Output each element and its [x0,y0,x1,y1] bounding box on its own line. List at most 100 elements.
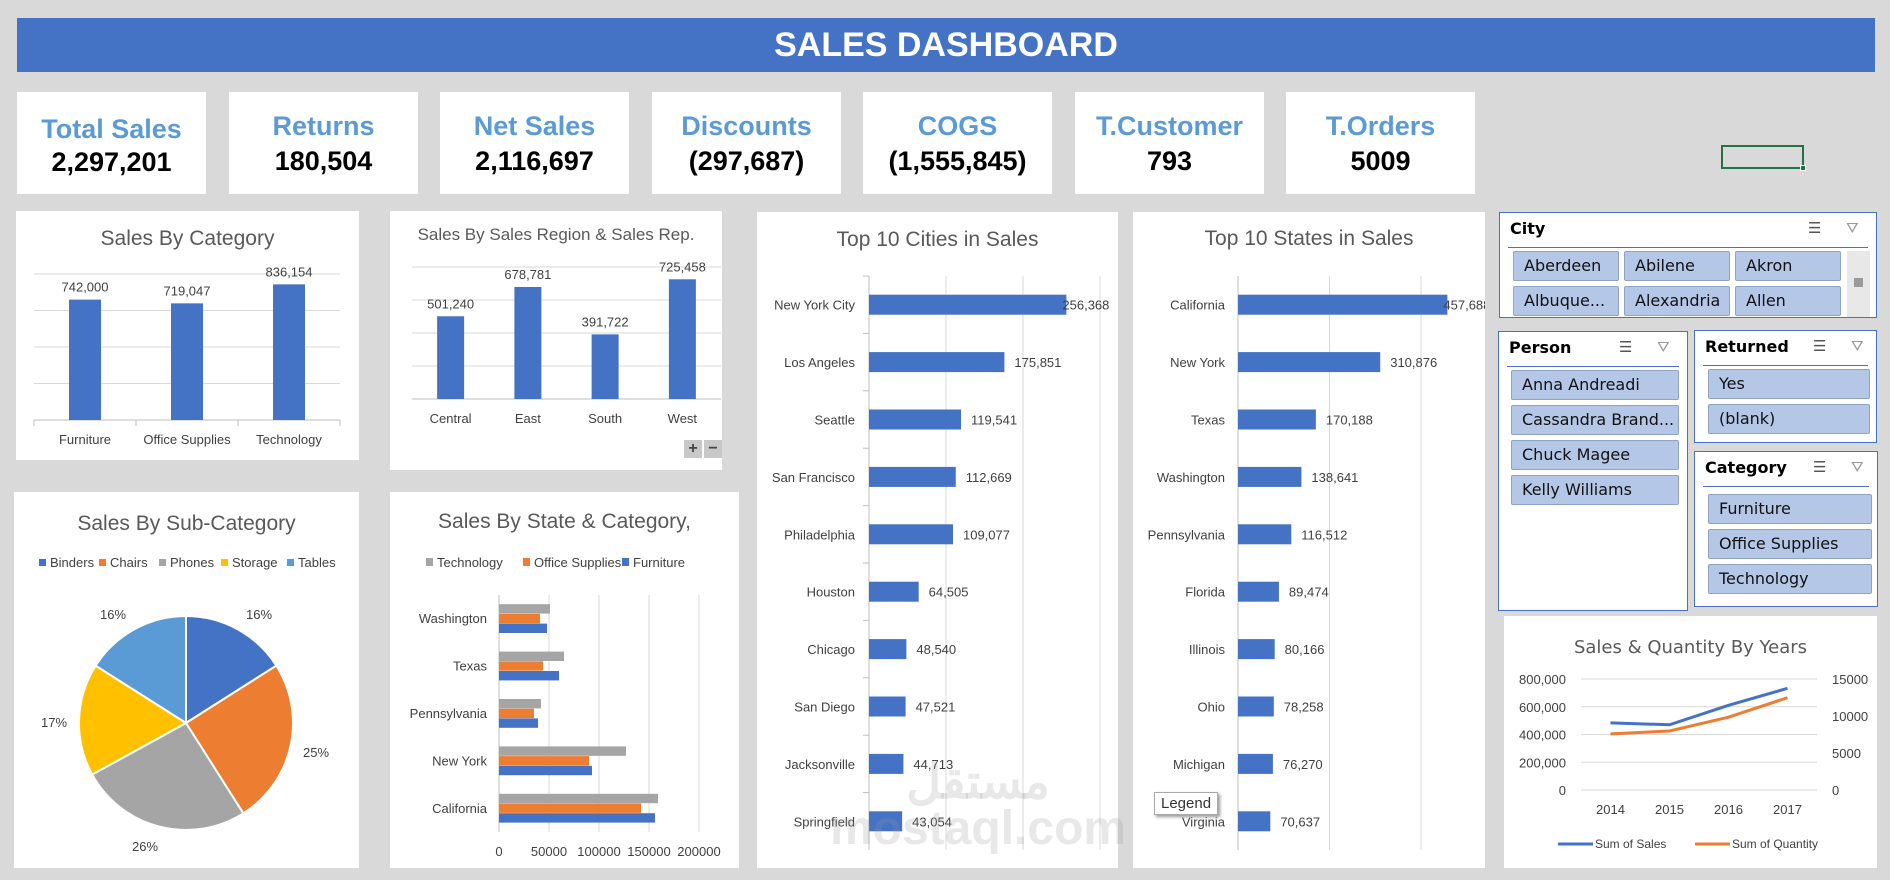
slicer-item[interactable]: Kelly Williams [1511,475,1679,505]
bar[interactable] [1238,524,1292,545]
bar[interactable] [499,813,655,823]
scrollbar-thumb[interactable] [1854,278,1863,287]
slicer-returned[interactable]: Returned ☰ ⛛ Yes (blank) [1694,330,1877,443]
bar[interactable] [869,696,906,717]
category-label: Washington [419,611,487,626]
slicer-item[interactable]: Albuque... [1513,286,1619,316]
bar[interactable] [1238,581,1279,602]
slicer-item[interactable]: Chuck Magee [1511,440,1679,470]
bar[interactable] [1238,811,1271,832]
bar[interactable] [869,466,956,487]
bar[interactable] [514,287,542,399]
bar[interactable] [869,811,903,832]
series-line[interactable] [1610,696,1788,736]
slicer-item[interactable]: Allen [1735,286,1841,316]
bar[interactable] [499,613,540,624]
bar[interactable] [499,803,641,813]
chart-sales-by-category[interactable]: 742,000 Furniture 719,047 Office Supplies 83… [16,211,359,460]
bar[interactable] [869,409,962,430]
slicer-item[interactable]: Aberdeen [1513,251,1619,281]
bar[interactable] [869,294,1067,315]
bar[interactable] [499,661,543,671]
category-label: Washington [1157,470,1225,485]
bar[interactable] [1238,352,1381,373]
slicer-item[interactable]: Cassandra Brand... [1511,405,1679,435]
bar[interactable] [499,623,547,633]
bar[interactable] [1238,696,1274,717]
chart-title: Top 10 States in Sales [1204,227,1414,250]
selected-cell[interactable] [1721,145,1806,171]
data-label: 43,054 [912,814,952,829]
bar[interactable] [869,753,904,774]
pie-slice[interactable] [90,721,245,831]
series-line[interactable] [1610,686,1788,727]
bar[interactable] [499,746,626,756]
clear-filter-icon[interactable]: ⛛ [1846,219,1859,237]
slicer-person[interactable]: Person ☰ ⛛ Anna Andreadi Cassandra Brand... C… [1498,331,1688,611]
bar[interactable] [1238,466,1302,487]
pie-slice[interactable] [94,614,187,725]
slicer-scrollbar[interactable] [1847,251,1870,317]
chart-sales-by-subcategory[interactable]: 16% 25% 26% 17% 16% Binders Chairs Phones Storag… [14,492,359,868]
chart-sales-by-region[interactable]: 501,240 Central 678,781 East 391,722 South 725… [390,211,722,470]
slicer-item[interactable]: Anna Andreadi [1511,370,1679,400]
slicer-item[interactable]: Office Supplies [1708,529,1872,559]
bar[interactable] [499,604,550,614]
kpi-value: 2,116,697 [475,146,594,176]
legend-entry: Storage [232,555,278,570]
bar[interactable] [869,639,907,660]
bar[interactable] [499,756,589,766]
bar[interactable] [869,352,1005,373]
clear-filter-icon[interactable]: ⛛ [1851,458,1864,476]
slicer-item[interactable]: (blank) [1708,404,1870,434]
multi-select-icon[interactable]: ☰ [1619,338,1633,356]
slicer-category[interactable]: Category ☰ ⛛ Furniture Office Supplies Techno… [1694,451,1878,607]
bar[interactable] [437,316,465,399]
bar[interactable] [499,793,658,804]
slicer-item[interactable]: Furniture [1708,494,1872,524]
collapse-button[interactable]: − [704,440,722,458]
chart-sales-by-state-category[interactable]: 0 50000 100000 150000 200000 Washington Texas P… [390,492,739,868]
pie-slice[interactable] [78,664,188,776]
slicer-city[interactable]: City ☰ ⛛ Aberdeen Abilene Akron Albuque... Alex… [1499,212,1877,318]
kpi-value: 180,504 [274,146,373,176]
slicer-item[interactable]: Akron [1735,251,1841,281]
bar[interactable] [591,334,619,399]
pie-slice[interactable] [184,664,294,815]
clear-filter-icon[interactable]: ⛛ [1851,337,1864,355]
bar[interactable] [499,718,538,728]
bar[interactable] [1238,753,1273,774]
slicer-item[interactable]: Technology [1708,564,1872,594]
bar[interactable] [499,708,534,719]
legend-swatch [159,559,166,566]
slicer-item[interactable]: Abilene [1624,251,1730,281]
bar[interactable] [869,524,953,545]
expand-button[interactable]: + [684,440,702,458]
bar[interactable] [273,284,305,420]
category-label: Ohio [1198,700,1225,715]
bar[interactable] [1238,294,1448,315]
bar[interactable] [499,765,592,776]
chart-top-cities[interactable]: 256,368 New York City 175,851 Los Angeles 11… [757,212,1118,868]
legend-entry: Technology [437,555,503,570]
bar[interactable] [499,651,564,661]
multi-select-icon[interactable]: ☰ [1813,337,1827,355]
bar[interactable] [171,303,203,420]
category-label: New York [1170,355,1225,370]
multi-select-icon[interactable]: ☰ [1808,219,1822,237]
slicer-item[interactable]: Alexandria [1624,286,1730,316]
bar[interactable] [499,699,541,709]
chart-sales-quantity-years[interactable]: 0 200,000 400,000 600,000 800,000 0 5000 10000 1… [1504,616,1877,868]
bar[interactable] [69,299,101,420]
bar[interactable] [668,279,696,399]
bar[interactable] [1238,639,1275,660]
bar[interactable] [869,581,919,602]
bar[interactable] [499,671,559,681]
multi-select-icon[interactable]: ☰ [1813,458,1827,476]
bar[interactable] [1238,409,1316,430]
fill-handle[interactable] [1800,165,1806,171]
clear-filter-icon[interactable]: ⛛ [1657,338,1670,356]
slicer-item[interactable]: Yes [1708,369,1870,399]
chart-top-states[interactable]: 457,688 California 310,876 New York 170,188 T… [1133,212,1485,868]
pie-slice[interactable] [185,614,278,725]
